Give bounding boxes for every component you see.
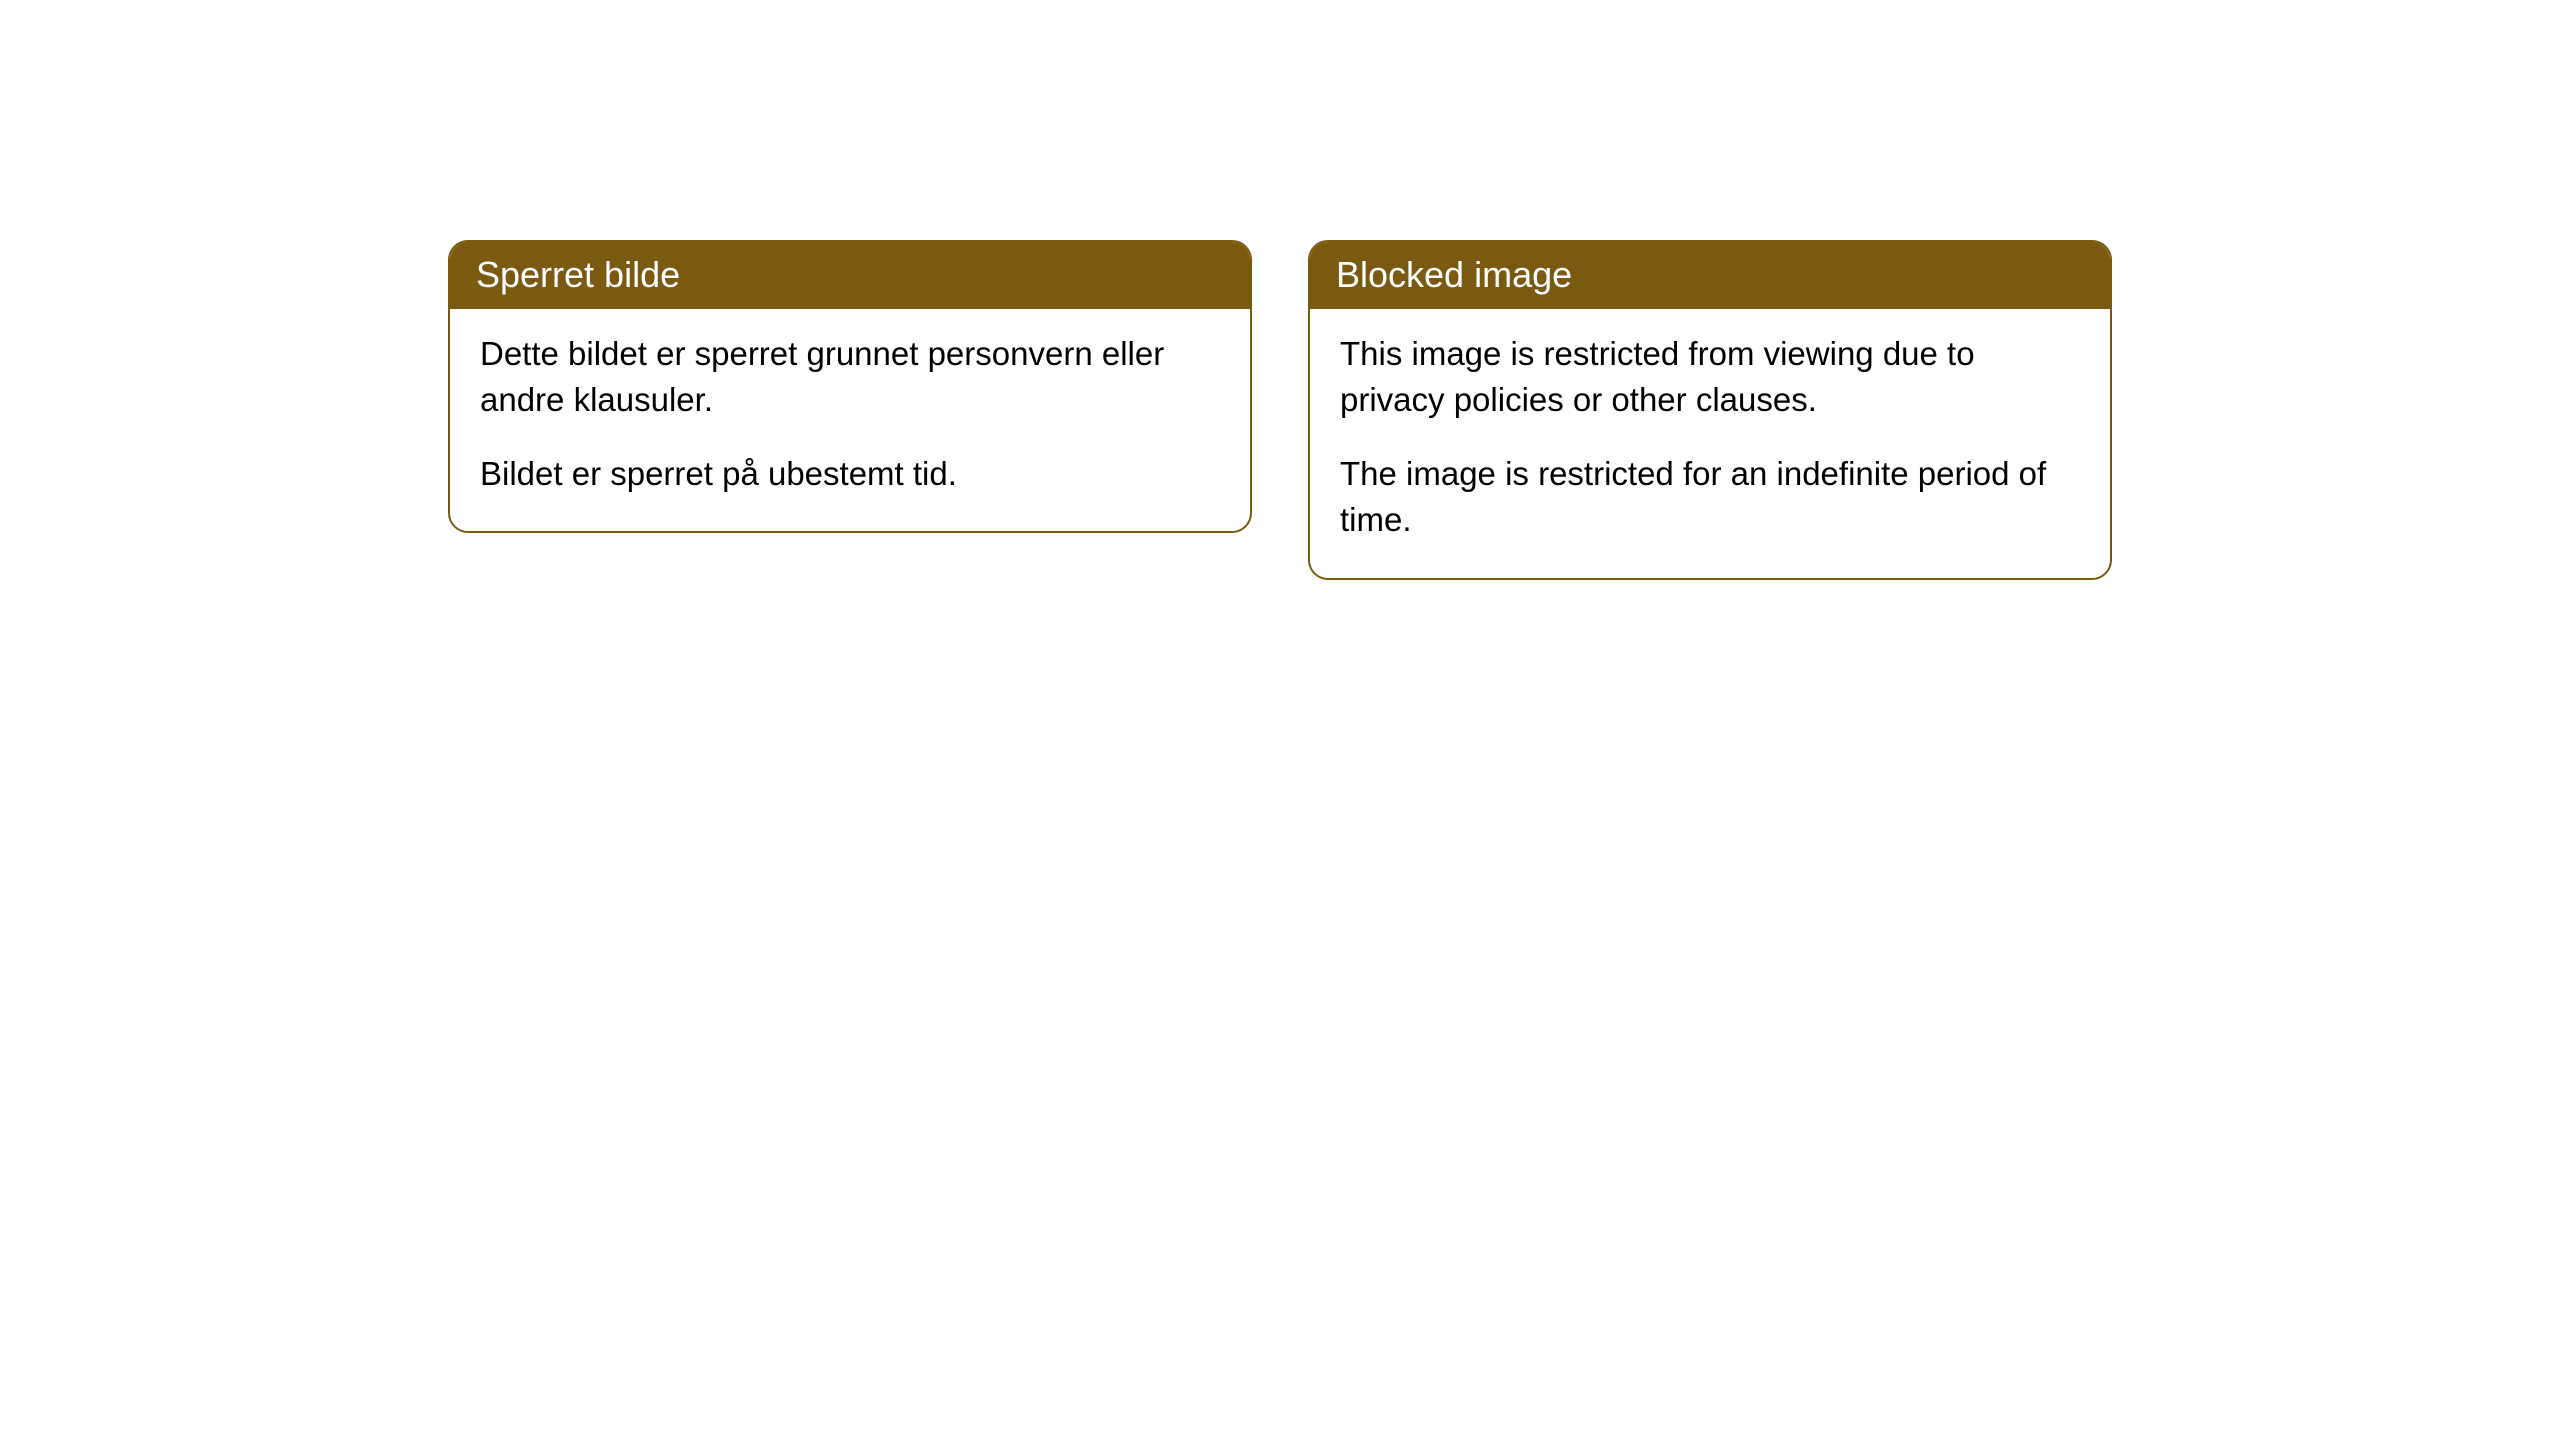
card-title-norwegian: Sperret bilde [476, 254, 680, 295]
card-paragraph-1-norwegian: Dette bildet er sperret grunnet personve… [480, 331, 1220, 423]
card-paragraph-1-english: This image is restricted from viewing du… [1340, 331, 2080, 423]
card-body-english: This image is restricted from viewing du… [1310, 309, 2110, 578]
card-paragraph-2-norwegian: Bildet er sperret på ubestemt tid. [480, 451, 1220, 497]
blocked-image-card-english: Blocked image This image is restricted f… [1308, 240, 2112, 580]
card-body-norwegian: Dette bildet er sperret grunnet personve… [450, 309, 1250, 532]
card-header-english: Blocked image [1310, 242, 2110, 309]
card-title-english: Blocked image [1336, 254, 1572, 295]
card-header-norwegian: Sperret bilde [450, 242, 1250, 309]
blocked-image-card-norwegian: Sperret bilde Dette bildet er sperret gr… [448, 240, 1252, 533]
card-paragraph-2-english: The image is restricted for an indefinit… [1340, 451, 2080, 543]
